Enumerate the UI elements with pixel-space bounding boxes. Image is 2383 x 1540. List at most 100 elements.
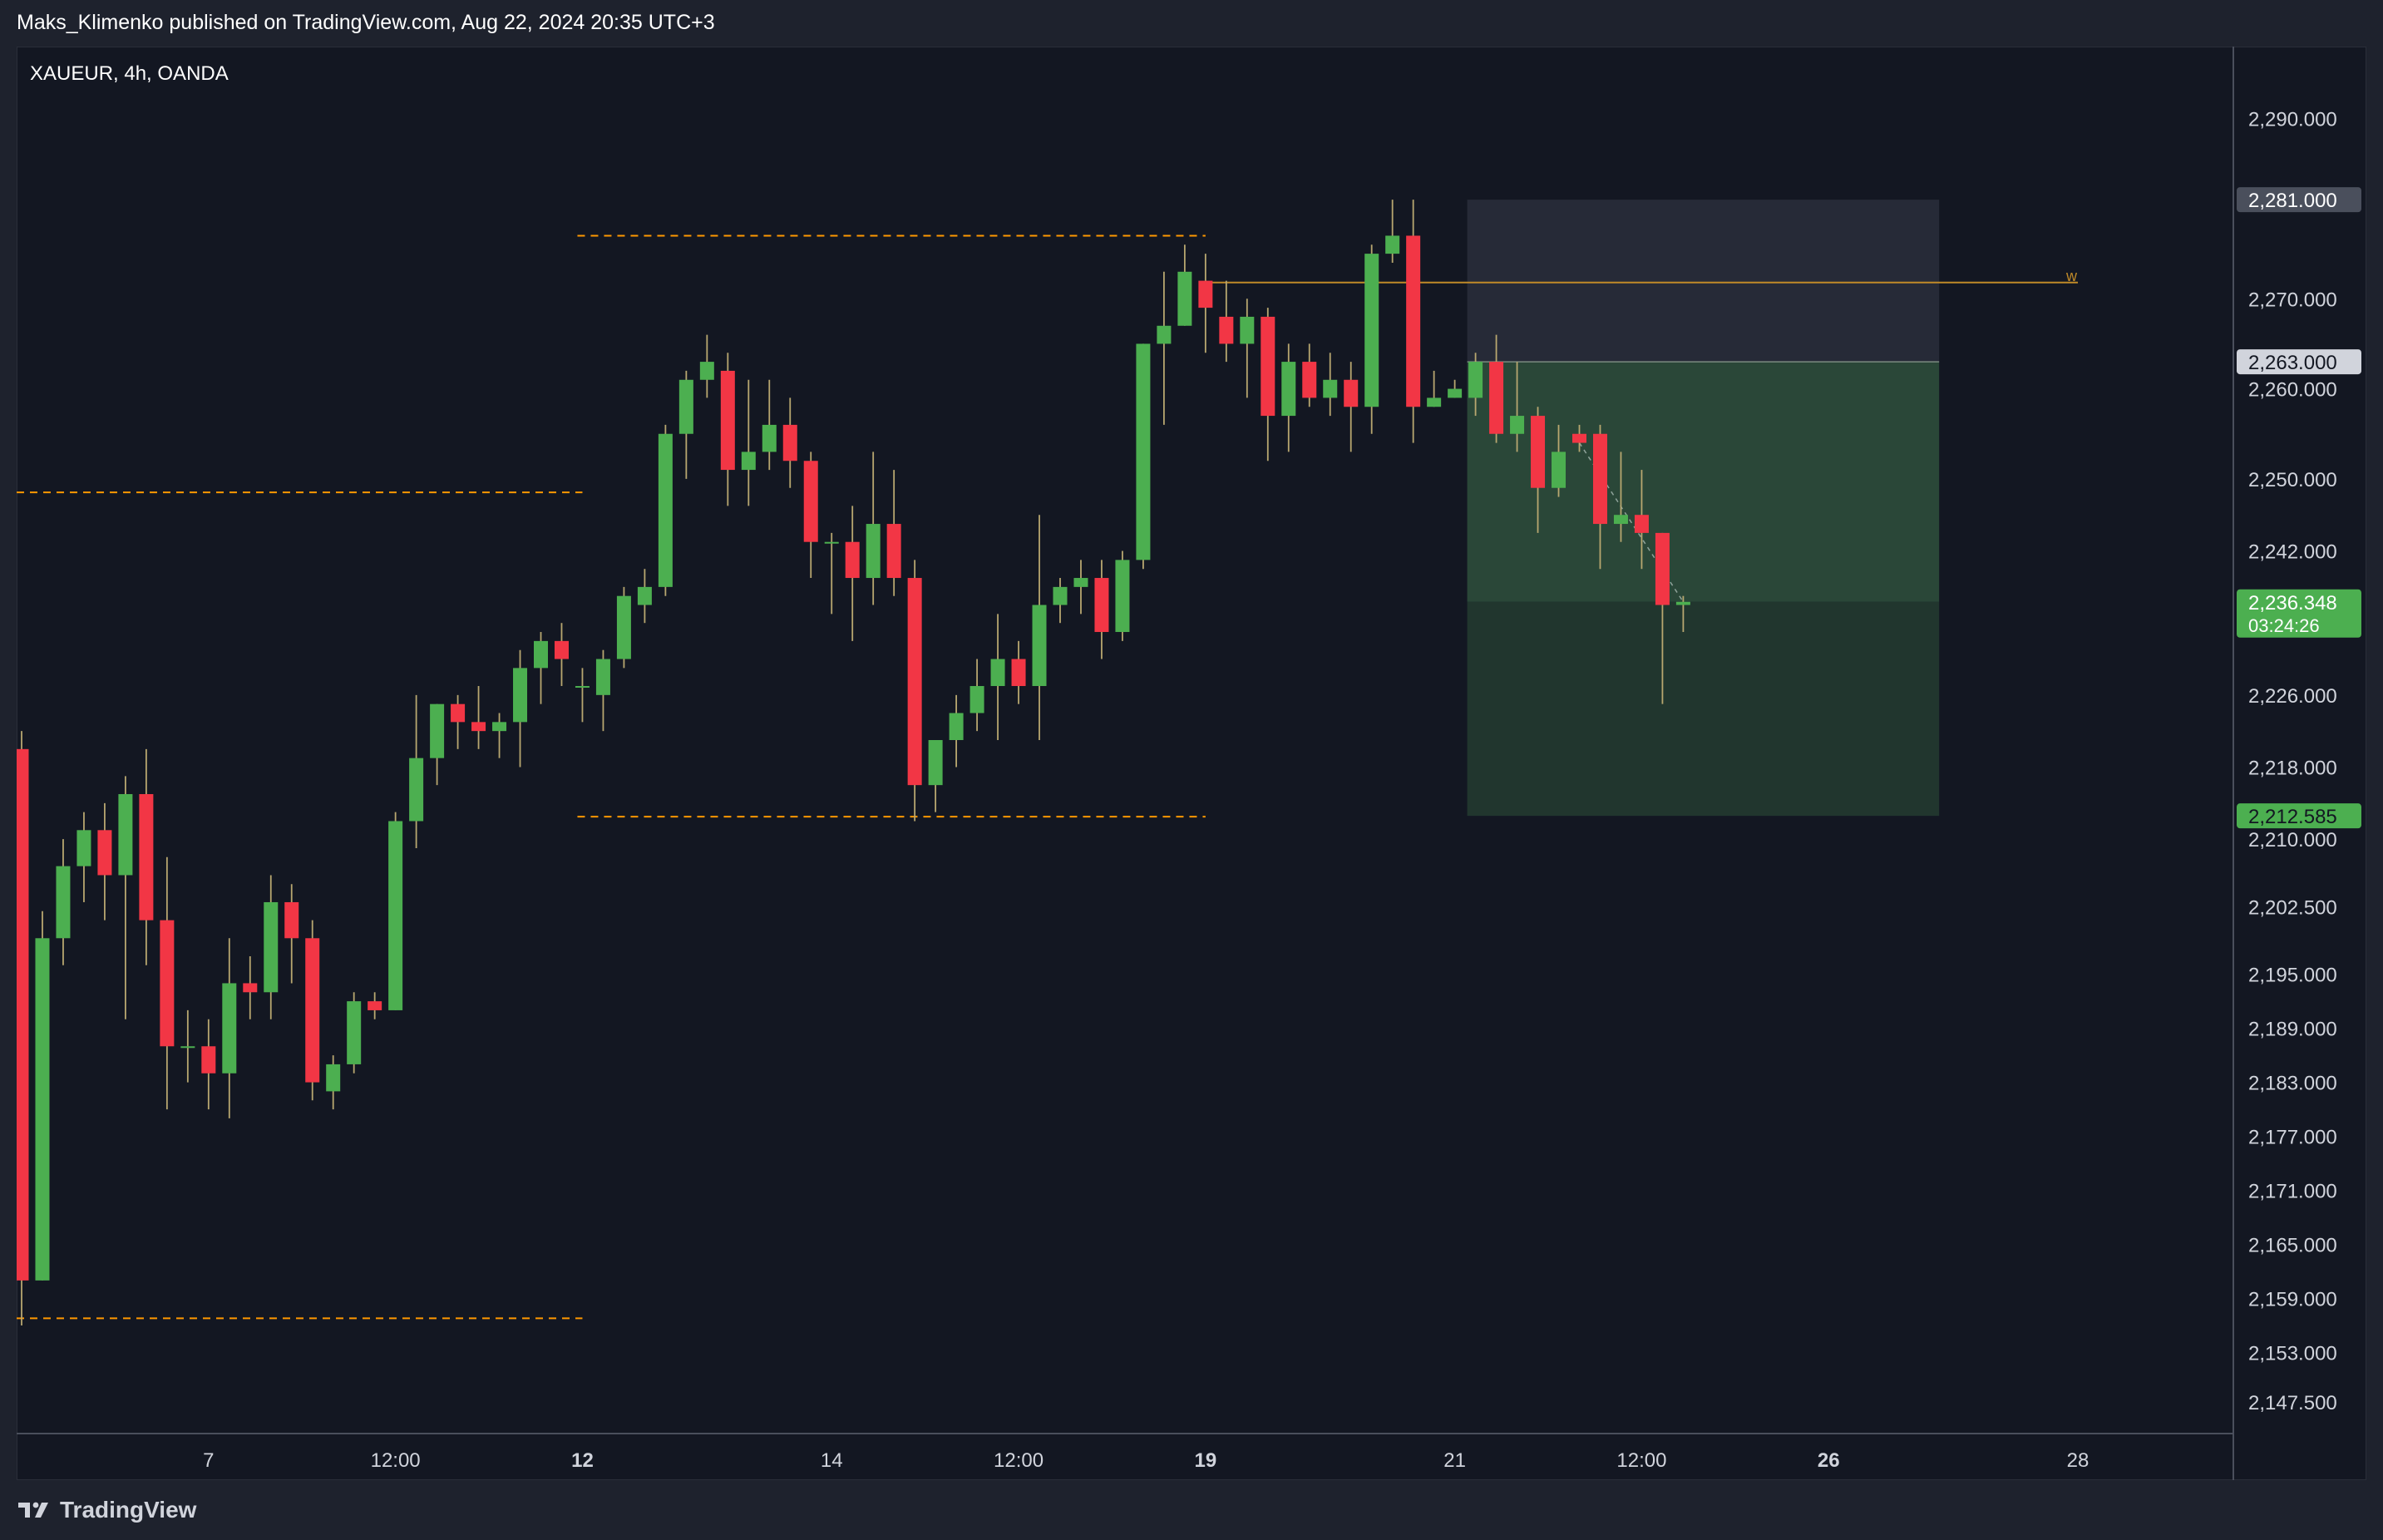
time-tick-label: 28 [2067,1449,2089,1472]
candle [492,713,507,758]
price-tag-bg [2237,803,2361,829]
candle [1510,362,1525,452]
tradingview-logo[interactable]: TradingView [17,1497,196,1523]
candle-body [1634,515,1649,533]
price-tag: 2,212.585 [2237,803,2361,829]
candle [97,802,112,921]
candle-body [139,793,154,921]
candle-body [1157,325,1172,344]
candle [803,452,818,579]
candle [658,424,673,596]
price-tick-label: 2,218.000 [2248,757,2337,779]
candle-body [1448,388,1463,398]
candle-body [201,1046,216,1074]
candle-body [1261,316,1275,417]
price-tick-label: 2,183.000 [2248,1073,2337,1095]
candle [1468,353,1483,417]
candle [534,632,548,704]
candle [1489,334,1504,443]
candle-body [762,424,777,452]
candle-body [326,1064,341,1092]
price-tick-label: 2,153.000 [2248,1343,2337,1365]
candle-body [160,920,175,1047]
candlestick-chart[interactable]: XAUEUR, 4h, OANDA w 2,290.000 2,270.000 2,… [17,47,2366,1480]
candle-body [1219,316,1234,344]
candle-body [17,748,29,1281]
candle-body [1364,254,1379,407]
candle-body [1406,235,1421,407]
candle-body [1011,659,1026,687]
candle [699,334,714,398]
price-tick-label: 2,189.000 [2248,1019,2337,1041]
candle-body [1510,416,1525,434]
candle-body [1302,362,1317,398]
candle [1427,370,1442,407]
tradingview-brand: TradingView [60,1497,197,1523]
candle-body [534,640,548,669]
price-tag-countdown: 03:24:26 [2248,615,2320,636]
candle [451,694,466,749]
candle [1448,379,1463,398]
candle-body [1177,271,1192,326]
candle [969,659,984,732]
tradingview-logo-icon [18,1502,48,1518]
candle [886,470,901,596]
candle [990,614,1005,740]
candle [326,1055,341,1110]
candle-body [1094,578,1109,633]
candle [1177,244,1192,326]
candle-body [76,830,91,866]
chart-title: XAUEUR, 4h, OANDA [30,62,229,85]
position-target-zone [1467,601,1940,817]
price-tick-label: 2,270.000 [2248,289,2337,311]
candle-body [284,901,299,939]
candle-body [222,983,237,1074]
candle-body [1489,362,1504,434]
candle-body [595,659,610,695]
candle-body [471,722,486,732]
candle-body [1675,601,1690,605]
candle [368,992,382,1019]
candle-body [1198,280,1213,308]
candle [264,875,279,1019]
candle-body [409,758,424,822]
footer: TradingView [0,1480,2383,1540]
candle [1613,452,1628,542]
position-stop-zone [1467,200,1940,363]
candle-body [990,659,1005,687]
candle [782,397,797,488]
candle [471,686,486,749]
candle-body [451,703,466,723]
price-tick-label: 2,165.000 [2248,1235,2337,1257]
candle [1157,271,1172,425]
time-tick-label: 12:00 [994,1449,1043,1472]
candle-body [928,740,943,786]
price-tick-label: 2,171.000 [2248,1181,2337,1203]
candle-body [824,541,839,544]
price-tick-label: 2,290.000 [2248,109,2337,131]
price-tick-label: 2,202.500 [2248,896,2337,919]
candle [554,623,569,687]
candle-body [1073,578,1088,587]
candle-body [699,362,714,380]
candle [1323,353,1338,417]
price-tick-label: 2,177.000 [2248,1127,2337,1149]
price-tag-bg [2237,187,2361,213]
candle [1073,560,1088,615]
price-tick-label: 2,242.000 [2248,541,2337,564]
candle [1136,343,1151,570]
candle [595,649,610,732]
candle-body [1281,362,1296,417]
candle [866,452,881,605]
candle [949,694,964,768]
candle [118,776,133,1019]
candle [1011,640,1026,704]
candle-body [56,866,71,939]
time-tick-label: 14 [821,1449,843,1472]
candle-body [678,379,693,434]
candle [616,586,631,669]
candle-body [513,668,528,723]
candle [741,379,756,506]
candle [720,353,735,506]
candle [1281,343,1296,452]
